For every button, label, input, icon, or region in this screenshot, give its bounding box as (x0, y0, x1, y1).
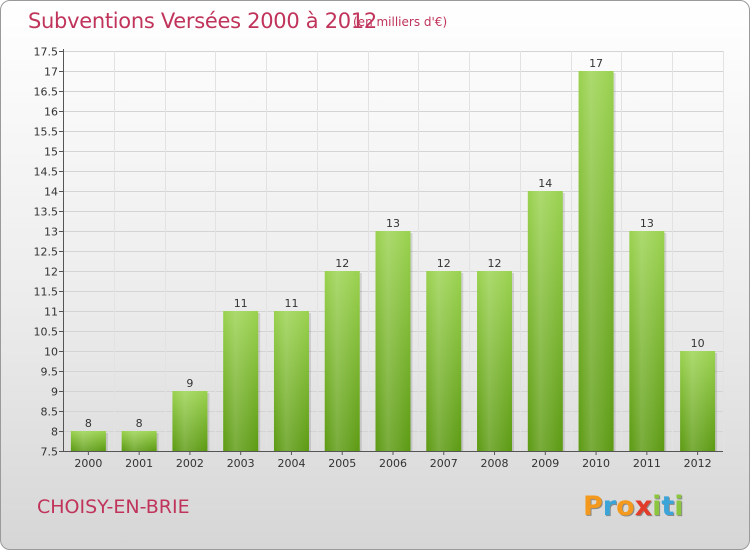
data-label: 17 (589, 57, 603, 70)
y-tick-label: 9 (51, 386, 58, 399)
x-tick-label: 2012 (684, 457, 712, 470)
y-tick-label: 7.5 (41, 446, 59, 459)
data-label: 13 (386, 217, 400, 230)
data-label: 9 (186, 377, 193, 390)
bar-highlight (426, 271, 462, 451)
y-tick-label: 8.5 (41, 406, 59, 419)
data-label: 12 (335, 257, 349, 270)
y-tick-label: 15 (44, 146, 58, 159)
x-tick-label: 2002 (176, 457, 204, 470)
data-label: 14 (538, 177, 552, 190)
logo-letter: t (661, 491, 675, 522)
proxiti-logo: Proxiti (583, 491, 684, 522)
bar-highlight (172, 391, 208, 451)
y-tick-label: 15.5 (34, 126, 59, 139)
data-label: 11 (234, 297, 248, 310)
bar-highlight (527, 191, 563, 451)
data-label: 8 (136, 417, 143, 430)
chart-title: Subventions Versées 2000 à 2012 (28, 9, 377, 33)
data-label: 11 (284, 297, 298, 310)
x-tick-label: 2010 (582, 457, 610, 470)
y-tick-label: 17 (44, 66, 58, 79)
bar-highlight (121, 431, 157, 451)
bar-highlight (680, 351, 716, 451)
y-tick-label: 10.5 (34, 326, 59, 339)
y-tick-label: 13.5 (34, 206, 59, 219)
y-tick-label: 17.5 (34, 46, 59, 59)
data-label: 12 (437, 257, 451, 270)
y-tick-label: 12 (44, 266, 58, 279)
y-tick-label: 13 (44, 226, 58, 239)
x-tick-label: 2009 (531, 457, 559, 470)
bar-highlight (324, 271, 360, 451)
chart-subtitle: (en milliers d'€) (353, 15, 448, 29)
y-tick-label: 16.5 (34, 86, 59, 99)
x-tick-label: 2007 (430, 457, 458, 470)
bar-highlight (477, 271, 513, 451)
y-tick-label: 12.5 (34, 246, 59, 259)
x-tick-label: 2001 (125, 457, 153, 470)
logo-letter: i (652, 491, 662, 522)
logo-letter: o (616, 491, 635, 522)
data-label: 13 (640, 217, 654, 230)
bar-highlight (223, 311, 259, 451)
y-tick-label: 9.5 (41, 366, 59, 379)
y-tick-label: 11.5 (34, 286, 59, 299)
x-tick-label: 2011 (633, 457, 661, 470)
bar-highlight (273, 311, 309, 451)
y-tick-label: 16 (44, 106, 58, 119)
y-tick-label: 10 (44, 346, 58, 359)
bar-highlight (70, 431, 106, 451)
x-tick-label: 2000 (74, 457, 102, 470)
x-tick-label: 2006 (379, 457, 407, 470)
data-label: 10 (691, 337, 705, 350)
labels: 7.5 8 8.5 9 9.5 10 10.5 11 11.5 12 12.5 13 13.5 14 14.… (34, 46, 712, 471)
data-label: 8 (85, 417, 92, 430)
x-tick-label: 2005 (328, 457, 356, 470)
y-tick-label: 14 (44, 186, 58, 199)
x-tick-label: 2003 (227, 457, 255, 470)
logo-letter: r (602, 491, 617, 522)
x-tick-label: 2008 (481, 457, 509, 470)
bar-highlight (629, 231, 665, 451)
logo-letter: P (583, 491, 603, 522)
axes (59, 49, 723, 455)
bar-highlight (375, 231, 411, 451)
bar-highlight (578, 71, 614, 451)
y-tick-label: 14.5 (34, 166, 59, 179)
commune-name: CHOISY-EN-BRIE (37, 496, 190, 518)
bars (70, 71, 718, 451)
y-tick-label: 11 (44, 306, 58, 319)
logo-letter: i (674, 491, 684, 522)
data-label: 12 (488, 257, 502, 270)
logo-letter: x (634, 491, 653, 522)
y-tick-label: 8 (51, 426, 58, 439)
x-tick-label: 2004 (277, 457, 305, 470)
